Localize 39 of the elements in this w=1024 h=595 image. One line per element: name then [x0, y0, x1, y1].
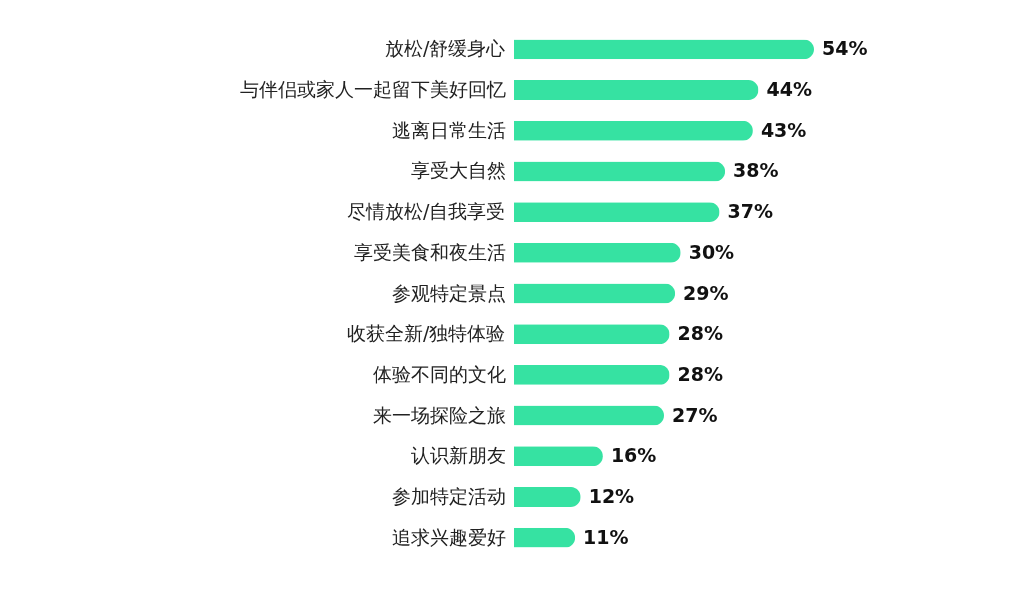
bar [514, 446, 603, 467]
y-tick-label: 来一场探险之旅 [372, 403, 506, 426]
data-label: 37% [727, 200, 774, 223]
y-tick-label: 尽情放松/自我享受 [347, 200, 506, 223]
bar [514, 161, 726, 182]
bar [514, 39, 814, 60]
bar [514, 120, 753, 141]
y-tick-label: 参加特定活动 [391, 484, 506, 507]
y-tick-label: 逃离日常生活 [391, 118, 506, 141]
data-label: 11% [583, 525, 629, 548]
data-label: 28% [677, 362, 724, 385]
data-label: 27% [672, 403, 718, 426]
bar [514, 364, 670, 385]
y-tick-label: 追求兴趣爱好 [391, 525, 506, 548]
data-label: 29% [683, 281, 729, 304]
y-tick-label: 放松/舒缓身心 [385, 37, 506, 60]
bar [514, 283, 676, 304]
data-label: 38% [733, 159, 779, 182]
bar [514, 486, 581, 507]
y-tick-label: 体验不同的文化 [372, 362, 506, 385]
y-tick-label: 享受美食和夜生活 [353, 240, 506, 263]
bar [514, 80, 759, 101]
bar [514, 527, 576, 548]
y-tick-label: 与伴侣或家人一起留下美好回忆 [239, 78, 506, 101]
data-label: 54% [822, 37, 868, 60]
data-label: 12% [588, 484, 635, 507]
y-tick-label: 享受大自然 [410, 159, 506, 182]
bar [514, 202, 720, 223]
y-tick-label: 参观特定景点 [391, 281, 506, 304]
data-label: 44% [766, 78, 812, 101]
bar [514, 242, 681, 263]
data-label: 43% [760, 118, 807, 141]
data-label: 28% [677, 322, 724, 345]
data-label: 30% [688, 240, 735, 263]
y-tick-label: 认识新朋友 [410, 444, 506, 467]
y-tick-label: 收获全新/独特体验 [347, 322, 506, 345]
data-label: 16% [610, 444, 657, 467]
bar [514, 324, 670, 345]
bar [514, 405, 664, 426]
